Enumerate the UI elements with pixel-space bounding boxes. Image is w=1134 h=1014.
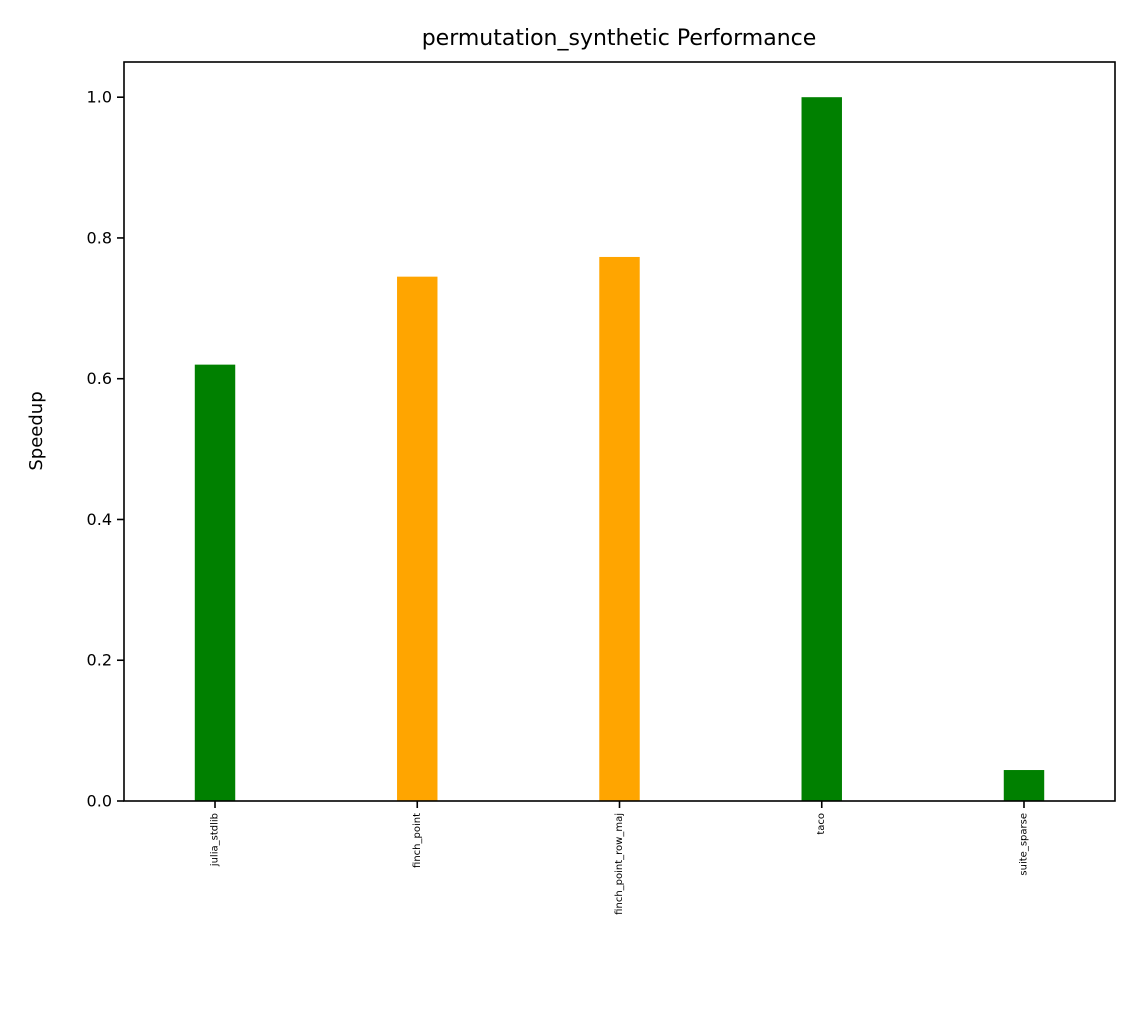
y-tick-label: 0.0 bbox=[87, 792, 112, 811]
bar-finch_point bbox=[397, 276, 438, 802]
y-axis: 0.0 0.2 0.4 0.6 0.8 1.0 bbox=[87, 88, 124, 811]
x-axis: julia_stdlib finch_point finch_point_row_m… bbox=[210, 801, 1029, 915]
x-tick-label: suite_sparse bbox=[1018, 813, 1029, 876]
bar-taco bbox=[801, 97, 842, 801]
x-tick-label: finch_point_row_maj bbox=[614, 813, 625, 915]
bar-julia_stdlib bbox=[194, 364, 236, 801]
x-tick-label: finch_point bbox=[412, 813, 423, 868]
y-tick-label: 1.0 bbox=[87, 88, 112, 107]
bar-finch_point_row_maj bbox=[599, 256, 640, 802]
y-tick-label: 0.2 bbox=[87, 651, 112, 670]
y-axis-label: Speedup bbox=[26, 391, 47, 470]
chart-title: permutation_synthetic Performance bbox=[422, 26, 817, 51]
x-tick-label: taco bbox=[816, 813, 827, 835]
x-tick-label: julia_stdlib bbox=[210, 813, 221, 867]
bar-suite_sparse bbox=[1003, 770, 1045, 801]
y-tick-label: 0.4 bbox=[87, 510, 112, 529]
y-tick-label: 0.8 bbox=[87, 228, 112, 247]
y-tick-label: 0.6 bbox=[87, 369, 112, 388]
bars-layer bbox=[194, 97, 1045, 802]
plot-frame bbox=[123, 61, 1116, 802]
